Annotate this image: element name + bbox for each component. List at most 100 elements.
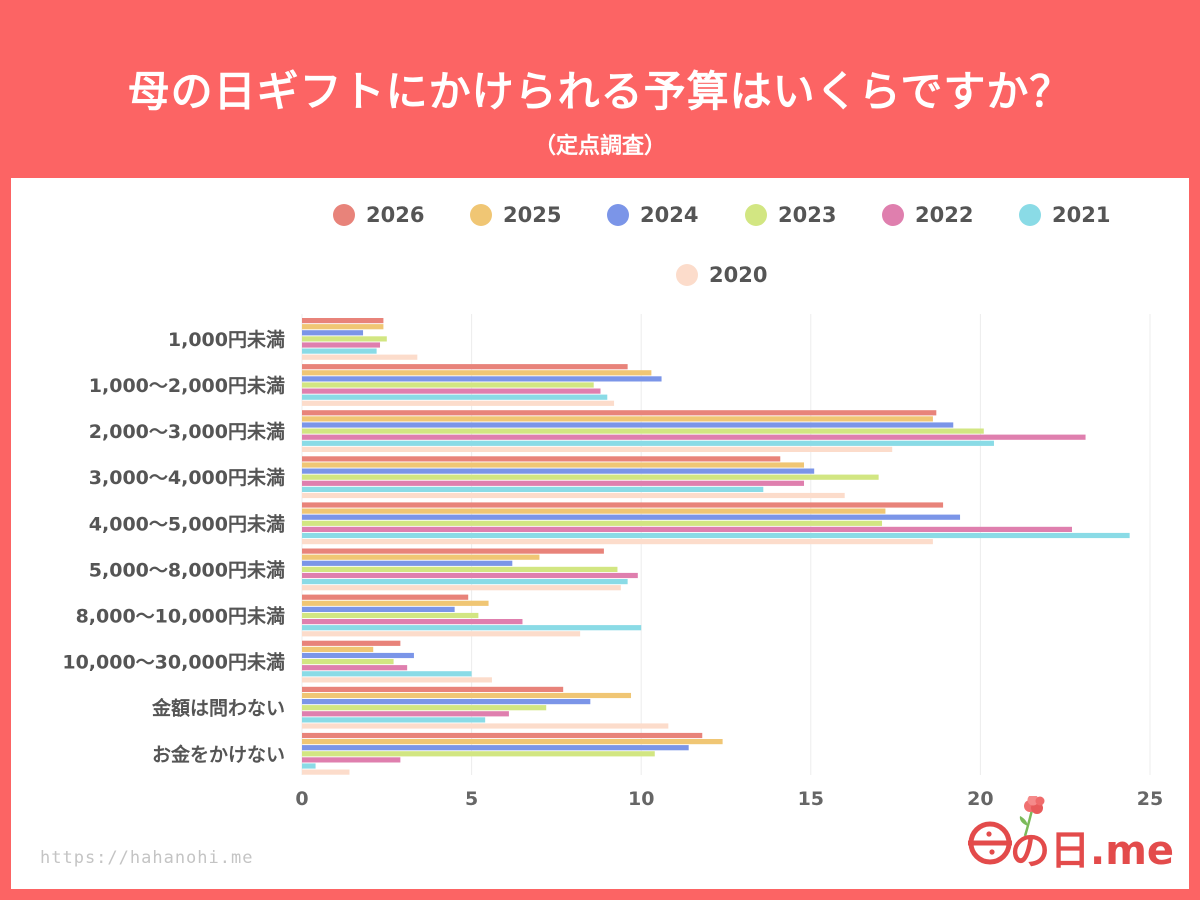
- bar-2021: [302, 532, 1130, 539]
- category-label: 1,000円未満: [168, 328, 285, 351]
- bar-2025: [302, 646, 374, 652]
- bar-2021: [302, 579, 628, 585]
- bar-2026: [302, 548, 604, 554]
- bar-2021: [302, 717, 486, 723]
- legend-swatch: [607, 204, 629, 226]
- category-label: 5,000～8,000円未満: [89, 558, 285, 581]
- bar-2021: [302, 763, 316, 769]
- bar-2024: [302, 422, 954, 428]
- bar-2021: [302, 348, 377, 354]
- bar-2022: [302, 342, 381, 348]
- legend-label: 2022: [915, 203, 973, 227]
- bar-2020: [302, 539, 933, 545]
- site-url[interactable]: https://hahanohi.me: [40, 848, 254, 868]
- site-logo: の日.me: [962, 794, 1174, 876]
- bar-2026: [302, 318, 384, 324]
- bar-2022: [302, 388, 601, 394]
- bar-2022: [302, 757, 401, 763]
- bar-2021: [302, 486, 764, 492]
- bar-2023: [302, 705, 547, 711]
- bar-2026: [302, 640, 401, 646]
- legend-swatch: [333, 204, 355, 226]
- bar-2020: [302, 631, 581, 637]
- x-tick-label: 0: [295, 788, 308, 810]
- bar-2026: [302, 732, 703, 739]
- header: 母の日ギフトにかけられる予算はいくらですか？ （定点調査）: [0, 0, 1200, 178]
- chart-card: 0 5 10 15 20 25 2026 2025 2024 2023 2022 2021 2020 1,…: [11, 178, 1189, 889]
- legend-swatch: [470, 204, 492, 226]
- legend-label: 2025: [503, 203, 561, 227]
- legend-label: 2023: [778, 203, 836, 227]
- bar-2020: [302, 492, 845, 499]
- bar-2020: [302, 446, 893, 452]
- bar-2023: [302, 520, 883, 526]
- bar-2026: [302, 594, 469, 600]
- bar-2024: [302, 468, 815, 474]
- page-title: 母の日ギフトにかけられる予算はいくらですか？: [127, 67, 1073, 116]
- category-label: 3,000～4,000円未満: [89, 466, 285, 489]
- x-tick-label: 10: [628, 788, 654, 810]
- bar-2022: [302, 434, 1086, 440]
- bar-2024: [302, 560, 513, 566]
- bar-2024: [302, 514, 961, 520]
- bar-2020: [302, 769, 350, 775]
- bar-2022: [302, 665, 408, 671]
- bar-2023: [302, 336, 387, 342]
- bar-2025: [302, 324, 384, 330]
- bar-2026: [302, 686, 564, 692]
- bar-2023: [302, 751, 655, 757]
- bar-2025: [302, 692, 632, 699]
- bar-2022: [302, 711, 509, 717]
- category-label: 10,000～30,000円未満: [62, 651, 285, 674]
- category-label: 8,000～10,000円未満: [76, 605, 285, 628]
- bar-2025: [302, 739, 723, 745]
- legend-swatch: [1019, 204, 1041, 226]
- bar-2025: [302, 508, 886, 514]
- bar-2025: [302, 600, 489, 606]
- bar-2020: [302, 723, 669, 729]
- bar-2020: [302, 354, 418, 360]
- bar-2026: [302, 410, 937, 416]
- legend-swatch: [882, 204, 904, 226]
- x-tick-label: 20: [967, 788, 993, 810]
- bar-2021: [302, 671, 472, 677]
- legend-swatch: [676, 264, 698, 286]
- bar-2024: [302, 330, 364, 336]
- page-subtitle: （定点調査）: [533, 134, 666, 159]
- category-label: 2,000～3,000円未満: [89, 420, 285, 443]
- legend-label: 2021: [1052, 203, 1110, 227]
- bar-2021: [302, 625, 642, 631]
- bar-2023: [302, 382, 594, 388]
- category-label: 4,000～5,000円未満: [89, 512, 285, 535]
- bar-2022: [302, 526, 1072, 532]
- bar-2024: [302, 745, 689, 751]
- category-label: 1,000～2,000円未満: [89, 374, 285, 397]
- legend-label: 2024: [640, 203, 698, 227]
- legend-label: 2026: [366, 203, 424, 227]
- bar-2026: [302, 502, 944, 508]
- category-label: 金額は問わない: [151, 697, 285, 720]
- bar-2025: [302, 462, 805, 468]
- legend-swatch: [745, 204, 767, 226]
- legend-label: 2020: [709, 263, 767, 287]
- bar-2026: [302, 456, 781, 462]
- bar-2026: [302, 364, 628, 370]
- bar-2022: [302, 619, 523, 625]
- x-tick-label: 25: [1137, 788, 1163, 810]
- bar-2020: [302, 677, 492, 683]
- x-tick-label: 5: [465, 788, 478, 810]
- bar-2025: [302, 416, 933, 422]
- bar-2021: [302, 440, 994, 446]
- bar-2021: [302, 394, 608, 400]
- bar-2023: [302, 659, 394, 665]
- bar-2023: [302, 474, 879, 480]
- bar-2022: [302, 480, 805, 486]
- bar-2025: [302, 370, 652, 376]
- bar-2020: [302, 400, 615, 406]
- bar-2020: [302, 585, 621, 591]
- bar-2023: [302, 566, 618, 572]
- bar-2024: [302, 376, 662, 382]
- x-tick-label: 15: [798, 788, 824, 810]
- bar-2022: [302, 572, 638, 579]
